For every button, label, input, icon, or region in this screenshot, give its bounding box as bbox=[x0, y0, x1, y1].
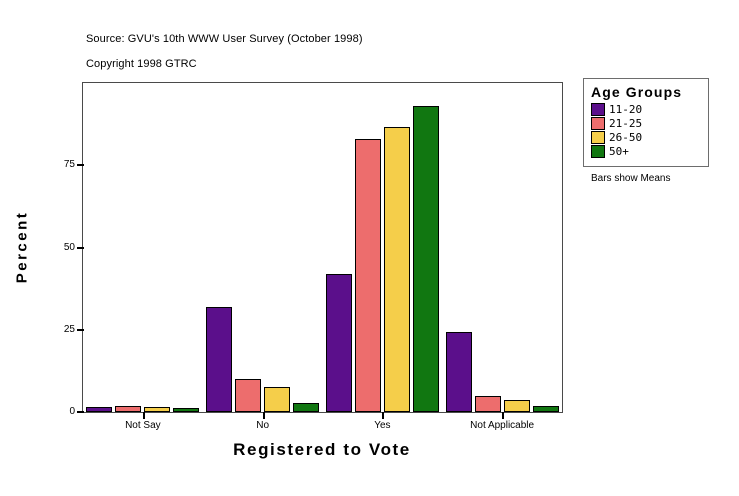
bar bbox=[293, 402, 320, 412]
x-axis-title: Registered to Vote bbox=[233, 440, 411, 459]
y-axis-tick-mark bbox=[77, 328, 84, 331]
y-axis-tick-mark bbox=[77, 164, 84, 167]
bar bbox=[532, 406, 559, 412]
legend-item: 26-50 bbox=[591, 131, 701, 144]
legend-swatch-icon bbox=[591, 117, 605, 130]
x-axis-tick-label: Not Say bbox=[125, 420, 161, 431]
legend-item-label: 50+ bbox=[609, 145, 629, 158]
legend-title: Age Groups bbox=[591, 84, 683, 100]
legend-items: 11-20 21-25 26-50 50+ bbox=[591, 103, 701, 158]
y-axis-tick-label: 0 bbox=[69, 406, 75, 417]
bar bbox=[115, 406, 142, 412]
bar bbox=[86, 407, 113, 412]
legend-swatch-icon bbox=[591, 145, 605, 158]
legend-footnote: Bars show Means bbox=[591, 173, 671, 184]
x-axis-tick-mark bbox=[502, 412, 505, 419]
plot-area: 0 25 50 75 bbox=[64, 83, 562, 419]
y-axis-tick-mark bbox=[77, 411, 84, 413]
y-axis-tick-mark bbox=[77, 246, 84, 249]
bar bbox=[264, 387, 291, 412]
bar bbox=[474, 396, 501, 412]
legend-swatch-icon bbox=[591, 103, 605, 116]
legend: Age Groups 11-20 21-25 26-50 50+ bbox=[583, 78, 709, 167]
legend-item-label: 11-20 bbox=[609, 103, 643, 116]
y-axis-tick-label: 75 bbox=[63, 159, 75, 171]
x-axis-tick-mark bbox=[262, 412, 265, 419]
plot-frame: 0 25 50 75 bbox=[64, 82, 563, 419]
legend-item-label: 26-50 bbox=[609, 131, 643, 144]
x-axis-tick-label: Yes bbox=[374, 420, 391, 431]
bar bbox=[412, 106, 439, 412]
bar bbox=[235, 379, 262, 412]
y-axis-title: Percent bbox=[13, 210, 31, 284]
legend-item: 21-25 bbox=[591, 117, 701, 130]
y-axis-tick-label: 50 bbox=[63, 241, 75, 253]
y-axis-tick-label: 25 bbox=[63, 323, 75, 335]
x-axis-tick-mark bbox=[382, 412, 385, 419]
x-axis-tick-mark bbox=[142, 412, 145, 419]
bar bbox=[206, 307, 233, 412]
bar bbox=[445, 332, 472, 412]
bar bbox=[383, 127, 410, 412]
legend-item: 11-20 bbox=[591, 103, 701, 116]
source-note: Source: GVU's 10th WWW User Survey (Octo… bbox=[86, 33, 363, 45]
bar bbox=[325, 273, 352, 412]
bar bbox=[144, 406, 171, 412]
copyright-note: Copyright 1998 GTRC bbox=[86, 58, 197, 70]
legend-item: 50+ bbox=[591, 145, 701, 158]
legend-item-label: 21-25 bbox=[609, 117, 643, 130]
x-axis-tick-label: No bbox=[256, 420, 270, 431]
bar bbox=[354, 138, 381, 412]
bar bbox=[503, 399, 530, 412]
bar bbox=[173, 408, 200, 412]
legend-swatch-icon bbox=[591, 131, 605, 144]
x-axis-tick-label: Not Applicable bbox=[470, 420, 535, 431]
